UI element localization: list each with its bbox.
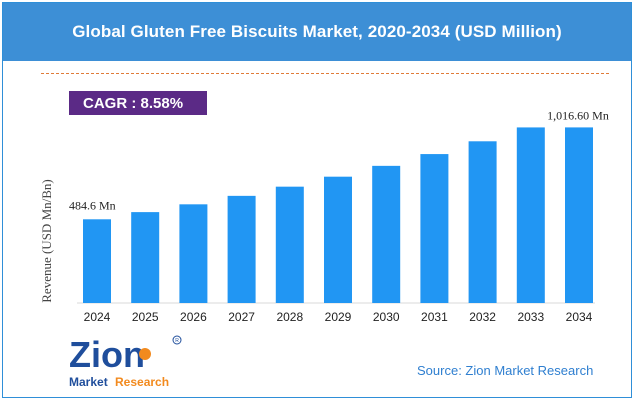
x-tick-2032: 2032 <box>469 310 496 324</box>
bar-chart: Revenue (USD Mn/Bn) 2024 2025 2026 2027 2028… <box>39 108 609 324</box>
title-bar: Global Gluten Free Biscuits Market, 2020… <box>3 3 631 61</box>
logo-tagline-market: Market <box>69 375 108 389</box>
svg-text:R: R <box>175 338 179 344</box>
registered-icon <box>172 335 182 345</box>
bar-2031 <box>420 154 449 303</box>
zion-logo: Zion R Market Research <box>69 334 182 389</box>
bar-2027 <box>227 195 256 303</box>
logo-dot <box>139 348 151 360</box>
logo-tagline-research: Research <box>115 375 169 389</box>
bar-2034 <box>565 127 593 303</box>
x-tick-2030: 2030 <box>373 310 400 324</box>
x-tick-2033: 2033 <box>517 310 544 324</box>
dashed-divider <box>41 73 609 74</box>
bar-2028 <box>275 186 304 303</box>
x-tick-2024: 2024 <box>84 310 111 324</box>
cagr-badge: CAGR : 8.58% <box>69 91 207 115</box>
bar-2029 <box>324 176 352 303</box>
logo-wordmark: Zion <box>69 334 145 375</box>
x-tick-2031: 2031 <box>421 310 448 324</box>
bar-2025 <box>131 212 160 303</box>
bar-2032 <box>468 141 497 303</box>
x-tick-2029: 2029 <box>325 310 352 324</box>
x-tick-2026: 2026 <box>180 310 207 324</box>
bar-2026 <box>179 204 208 303</box>
chart-title: Global Gluten Free Biscuits Market, 2020… <box>72 22 562 41</box>
bar-2030 <box>372 165 401 303</box>
x-tick-2027: 2027 <box>228 310 255 324</box>
x-tick-2028: 2028 <box>276 310 303 324</box>
chart-frame: Global Gluten Free Biscuits Market, 2020… <box>2 2 632 398</box>
data-label-2024: 484.6 Mn <box>69 198 116 212</box>
bar-2024 <box>83 219 111 303</box>
x-tick-2025: 2025 <box>132 310 159 324</box>
data-label-2034: 1,016.60 Mn <box>547 108 609 122</box>
bar-2033 <box>516 127 545 303</box>
x-tick-2034: 2034 <box>566 310 593 324</box>
y-axis-label: Revenue (USD Mn/Bn) <box>39 179 54 303</box>
source-note: Source: Zion Market Research <box>417 363 594 378</box>
